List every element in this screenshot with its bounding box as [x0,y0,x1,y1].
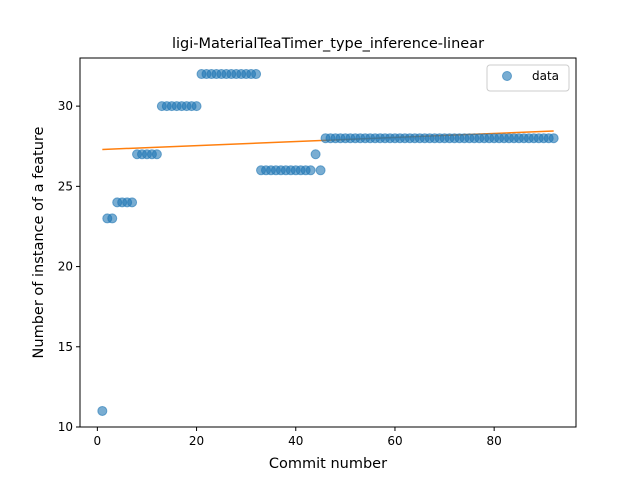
x-axis-label: Commit number [269,456,387,472]
y-tick-label: 15 [58,340,73,354]
x-tick-label: 20 [189,434,204,448]
data-point [97,405,108,416]
y-tick-label: 25 [58,179,73,193]
data-point [107,213,118,224]
x-tick-label: 40 [288,434,303,448]
data-point [127,197,138,208]
y-axis-ticks: 10 15 20 25 30 [58,99,80,434]
data-point [310,149,321,160]
y-tick-label: 30 [58,99,73,113]
data-point [151,149,162,160]
chart-title: ligi-MaterialTeaTimer_type_inference-lin… [172,36,484,52]
x-tick-label: 0 [94,434,102,448]
x-tick-label: 60 [387,434,402,448]
legend-label-data: data [532,69,559,83]
y-tick-label: 10 [58,420,73,434]
data-point [548,133,559,144]
plot-area [79,57,577,428]
data-point [251,69,262,80]
y-tick-label: 20 [58,260,73,274]
legend: data [486,64,570,92]
axes-background [80,58,576,427]
y-axis-label: Number of instance of a feature [31,126,47,358]
data-point [315,165,326,176]
scatter-points-layer [97,69,559,416]
legend-marker-data [502,71,512,81]
axes-frame [79,57,577,428]
x-axis-ticks: 0 20 40 60 80 [94,427,502,448]
x-tick-label: 80 [487,434,502,448]
data-point [305,165,316,176]
data-point [191,101,202,112]
